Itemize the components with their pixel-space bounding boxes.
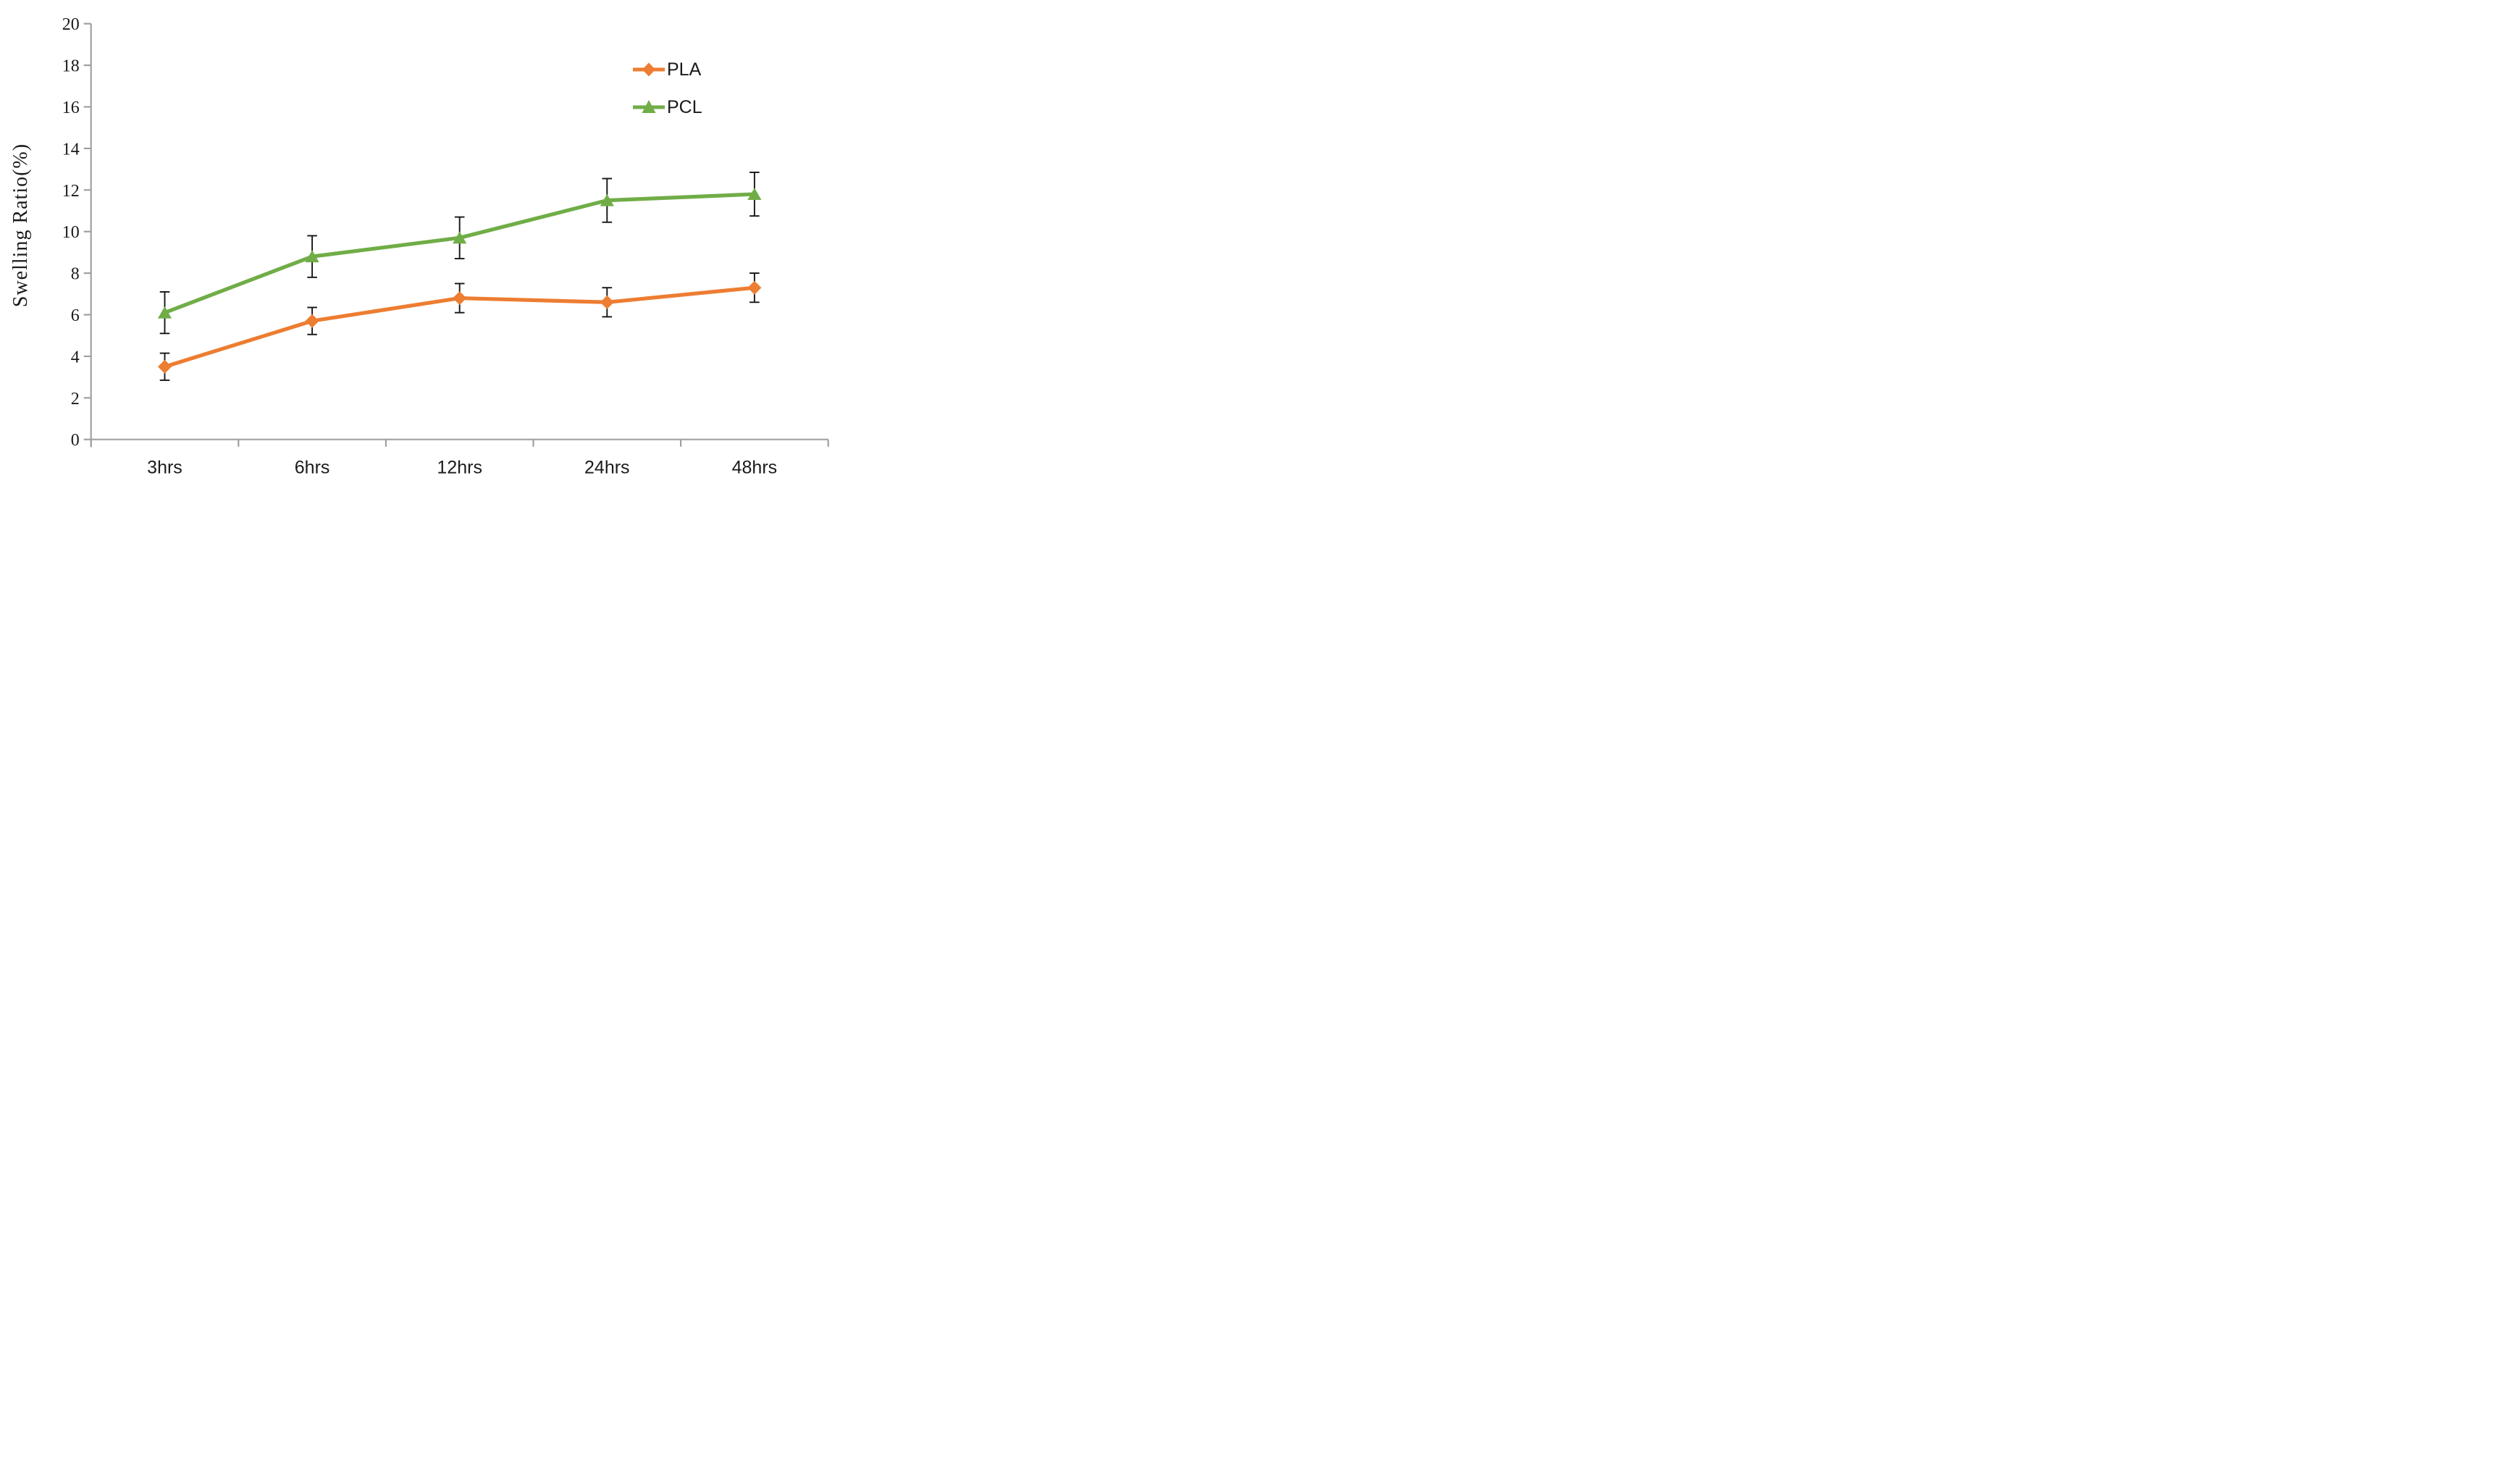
y-tick-label: 8 [71,265,80,284]
pla-marker-12hrs [453,291,467,306]
x-tick-label: 24hrs [584,458,630,478]
pla-marker-3hrs [158,359,172,374]
y-axis-title: Swelling Ratio(%) [9,143,32,308]
y-tick-label: 20 [62,15,80,34]
pla-marker-24hrs [600,295,614,309]
pcl-marker-48hrs [747,188,762,201]
legend: PLA PCL [633,56,702,132]
legend-label-pla: PLA [667,59,702,80]
legend-label-pcl: PCL [667,96,702,117]
plot-area: 0 2 4 6 8 10 12 14 16 18 20 3hrs 6hrs 12hrs 24hrs 48hrs [62,15,829,478]
pcl-marker-12hrs [453,231,467,244]
y-tick-label: 14 [62,140,80,159]
x-tick-label: 48hrs [732,458,778,478]
pcl-triangle-marker-icon [633,100,665,113]
pcl-marker-24hrs [600,193,614,206]
x-tick-label: 6hrs [295,458,330,478]
y-tick-label: 12 [62,182,80,201]
y-tick-label: 0 [71,431,80,450]
y-tick-label: 2 [71,390,80,409]
y-tick-label: 6 [71,306,80,325]
x-tick-label: 12hrs [437,458,482,478]
legend-item-pla: PLA [633,56,702,83]
pla-marker-6hrs [305,314,319,328]
pla-marker-48hrs [747,280,762,295]
pcl-marker-3hrs [157,306,172,319]
y-tick-label: 4 [71,348,80,367]
y-tick-label: 18 [62,57,80,76]
y-tick-label: 16 [62,99,80,117]
pla-diamond-marker-icon [633,62,665,77]
legend-item-pcl: PCL [633,94,702,120]
x-tick-label: 3hrs [147,458,182,478]
pcl-marker-6hrs [305,250,319,263]
y-tick-label: 10 [62,223,80,242]
swelling-ratio-chart: 0 2 4 6 8 10 12 14 16 18 20 3hrs 6hrs 12hrs 24hrs 48hrs… [0,0,840,490]
